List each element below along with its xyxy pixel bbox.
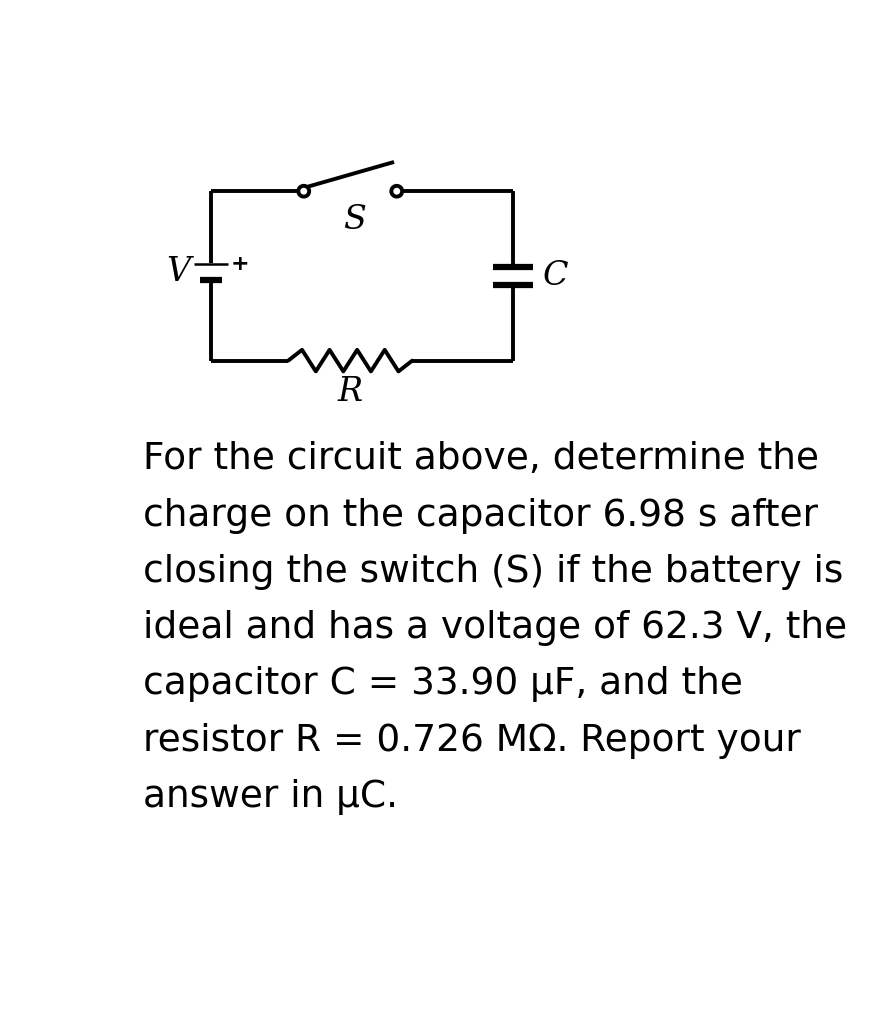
Text: +: +	[231, 254, 250, 274]
Text: V: V	[166, 256, 190, 289]
Text: C: C	[542, 260, 568, 292]
Circle shape	[392, 186, 402, 197]
Text: R: R	[338, 376, 363, 408]
Text: For the circuit above, determine the: For the circuit above, determine the	[143, 442, 818, 478]
Text: charge on the capacitor 6.98 s after: charge on the capacitor 6.98 s after	[143, 498, 818, 533]
Circle shape	[298, 186, 309, 197]
Text: ideal and has a voltage of 62.3 V, the: ideal and has a voltage of 62.3 V, the	[143, 610, 847, 646]
Text: capacitor C = 33.90 μF, and the: capacitor C = 33.90 μF, and the	[143, 666, 743, 702]
Text: resistor R = 0.726 MΩ. Report your: resistor R = 0.726 MΩ. Report your	[143, 722, 801, 759]
Text: answer in μC.: answer in μC.	[143, 778, 398, 815]
Text: S: S	[342, 204, 365, 237]
Text: closing the switch (S) if the battery is: closing the switch (S) if the battery is	[143, 554, 843, 590]
